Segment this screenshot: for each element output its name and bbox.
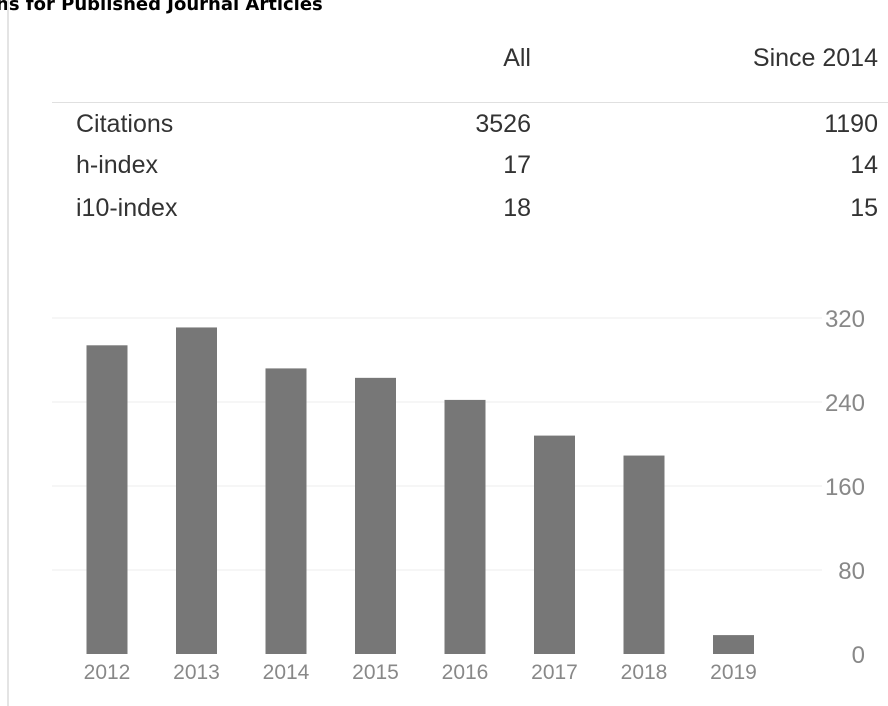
x-tick-label: 2018	[621, 661, 668, 684]
stat-label[interactable]: h-index	[76, 151, 158, 179]
column-header-all[interactable]: All	[503, 44, 531, 72]
y-tick-label: 160	[825, 474, 865, 501]
x-tick-label: 2016	[442, 661, 489, 684]
stat-value-since: 1190	[824, 110, 878, 138]
stat-label[interactable]: Citations	[76, 110, 174, 138]
x-tick-label: 2014	[263, 661, 310, 684]
stat-value-all: 3526	[475, 110, 531, 138]
bar-2014[interactable]	[265, 368, 307, 654]
bar-2017[interactable]	[534, 435, 575, 654]
bar-2015[interactable]	[355, 377, 396, 654]
bar-2018[interactable]	[623, 455, 665, 654]
bar-2019[interactable]	[713, 635, 754, 654]
bar-2016[interactable]	[444, 399, 486, 654]
x-tick-label: 2013	[173, 661, 220, 684]
stat-value-all: 17	[503, 151, 531, 179]
y-tick-label: 80	[838, 558, 865, 585]
stat-row-h-index: h-index 17 14	[10, 151, 888, 185]
stat-row-i10-index: i10-index 18 15	[10, 194, 888, 228]
page-title: ns for Published Journal Articles	[0, 0, 323, 15]
table-header-divider	[52, 102, 888, 103]
stat-row-citations: Citations 3526 1190	[10, 110, 888, 144]
stat-value-since: 14	[850, 151, 878, 179]
x-tick-label: 2012	[84, 661, 131, 684]
stat-label[interactable]: i10-index	[76, 194, 178, 222]
x-tick-label: 2015	[352, 661, 399, 684]
y-tick-label: 240	[825, 390, 865, 417]
column-header-since-2014[interactable]: Since 2014	[752, 44, 878, 72]
citations-panel: All Since 2014 Citations 3526 1190 h-ind…	[10, 14, 888, 706]
x-tick-label: 2019	[710, 661, 757, 684]
citations-bar-chart: 0 80 160 240 320 2012 2013 2014 2015 2016 2017 2018…	[52, 306, 865, 684]
stat-value-all: 18	[503, 194, 531, 222]
x-tick-label: 2017	[531, 661, 578, 684]
page-divider	[7, 0, 9, 706]
bar-2012[interactable]	[86, 345, 128, 654]
bar-2013[interactable]	[176, 327, 217, 654]
stat-value-since: 15	[850, 194, 878, 222]
y-tick-label: 0	[852, 642, 865, 669]
y-tick-label: 320	[825, 306, 865, 333]
